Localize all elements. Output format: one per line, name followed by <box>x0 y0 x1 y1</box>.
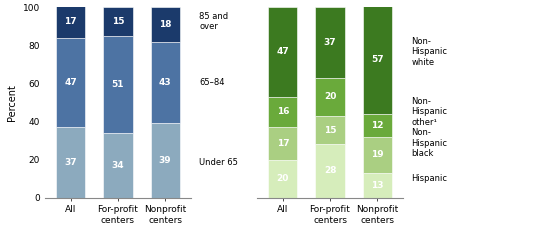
Bar <box>268 7 297 97</box>
Bar <box>56 5 85 38</box>
Text: Hispanic: Hispanic <box>411 174 447 183</box>
Bar <box>363 114 392 137</box>
Text: 17: 17 <box>277 139 289 148</box>
Text: 47: 47 <box>277 47 290 56</box>
Text: 28: 28 <box>324 167 337 175</box>
Text: 37: 37 <box>324 38 337 47</box>
Bar <box>363 137 392 173</box>
Text: 39: 39 <box>159 156 171 165</box>
Bar <box>315 78 345 116</box>
Text: 17: 17 <box>64 17 77 26</box>
Bar <box>268 127 297 160</box>
Text: 13: 13 <box>371 181 384 190</box>
Text: 37: 37 <box>64 158 77 167</box>
Bar <box>268 97 297 127</box>
Bar <box>315 116 345 144</box>
Text: 65–84: 65–84 <box>199 78 225 87</box>
Text: 19: 19 <box>371 150 384 159</box>
Bar <box>268 160 297 198</box>
Bar <box>56 127 85 198</box>
Text: 15: 15 <box>111 17 124 26</box>
Text: 51: 51 <box>111 80 124 89</box>
Bar <box>103 36 133 133</box>
Text: 15: 15 <box>324 126 337 134</box>
Bar <box>103 7 133 36</box>
Text: 57: 57 <box>371 55 384 64</box>
Bar <box>363 173 392 198</box>
Text: 85 and
over: 85 and over <box>199 12 228 31</box>
Bar <box>151 41 180 123</box>
Text: Non-
Hispanic
white: Non- Hispanic white <box>411 37 447 67</box>
Bar <box>151 123 180 198</box>
Y-axis label: Percent: Percent <box>7 84 17 121</box>
Text: 12: 12 <box>371 121 384 130</box>
Bar <box>315 144 345 198</box>
Text: Under 65: Under 65 <box>199 158 238 167</box>
Text: 34: 34 <box>111 161 124 170</box>
Text: 20: 20 <box>277 174 289 183</box>
Text: 43: 43 <box>159 78 171 87</box>
Bar <box>315 7 345 78</box>
Text: 20: 20 <box>324 92 336 101</box>
Bar <box>363 5 392 114</box>
Text: 47: 47 <box>64 78 77 87</box>
Bar <box>151 7 180 41</box>
Text: Non-
Hispanic
black: Non- Hispanic black <box>411 128 447 158</box>
Text: Non-
Hispanic
other¹: Non- Hispanic other¹ <box>411 97 447 127</box>
Bar <box>56 38 85 127</box>
Text: 16: 16 <box>277 107 289 116</box>
Bar <box>103 133 133 198</box>
Text: 18: 18 <box>159 20 171 29</box>
